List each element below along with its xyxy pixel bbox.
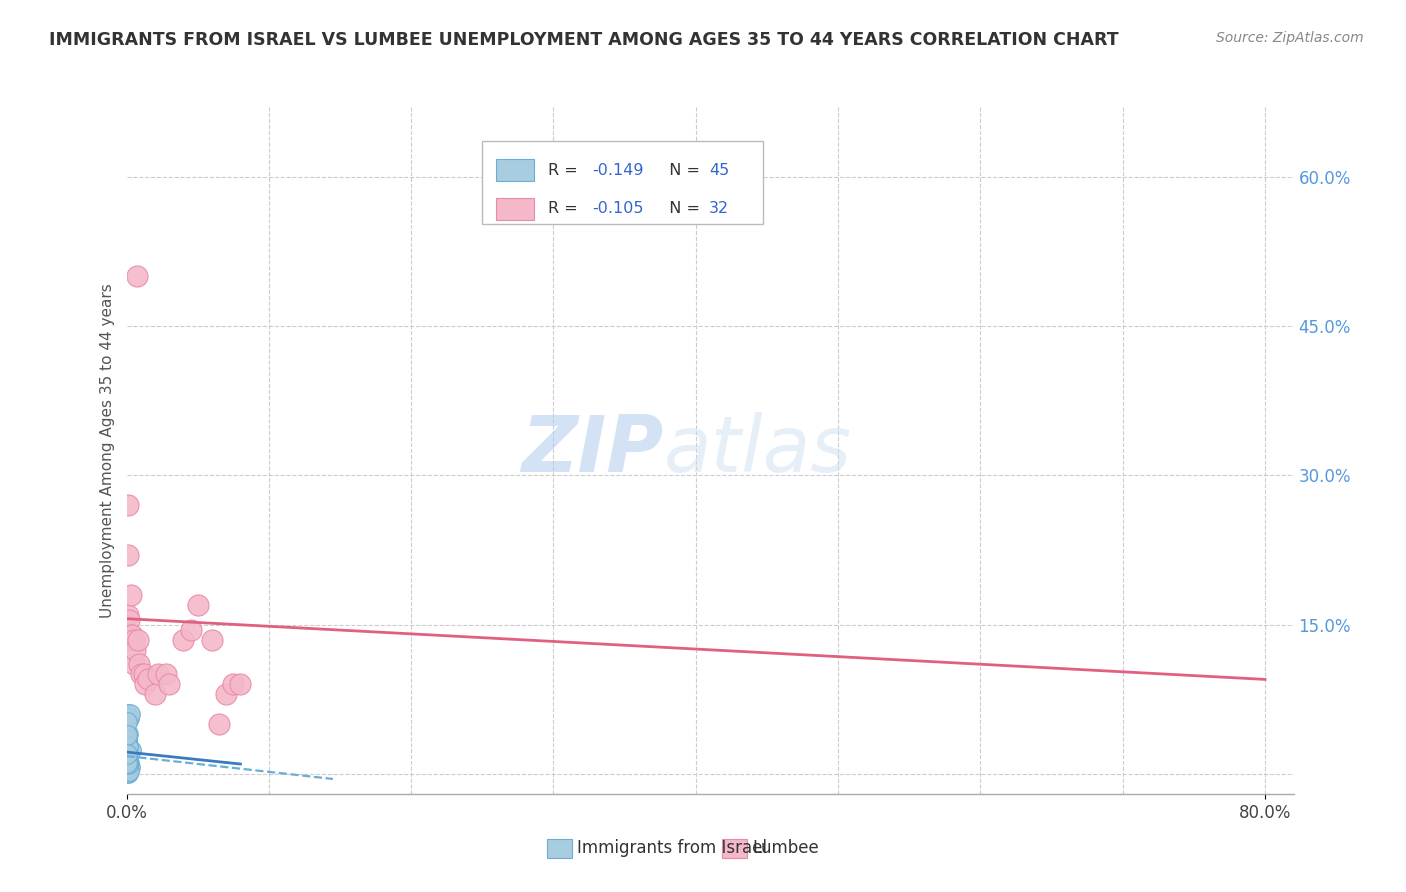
- Text: 32: 32: [709, 202, 728, 217]
- Bar: [496, 198, 534, 220]
- Text: Lumbee: Lumbee: [752, 839, 818, 857]
- Point: [115, 751, 138, 765]
- Point: [172, 632, 194, 647]
- Point: [208, 717, 231, 731]
- Point: [115, 754, 138, 768]
- Point: [115, 748, 138, 763]
- Point: [122, 657, 145, 672]
- FancyBboxPatch shape: [482, 141, 762, 224]
- Text: IMMIGRANTS FROM ISRAEL VS LUMBEE UNEMPLOYMENT AMONG AGES 35 TO 44 YEARS CORRELAT: IMMIGRANTS FROM ISRAEL VS LUMBEE UNEMPLO…: [49, 31, 1119, 49]
- Point: [157, 677, 180, 691]
- Point: [115, 755, 138, 769]
- Point: [121, 627, 143, 641]
- Point: [120, 627, 142, 641]
- Point: [118, 613, 141, 627]
- Text: -0.105: -0.105: [592, 202, 644, 217]
- Point: [117, 727, 139, 741]
- Text: 45: 45: [709, 162, 730, 178]
- Point: [127, 632, 149, 647]
- Bar: [547, 838, 572, 858]
- Point: [120, 588, 142, 602]
- Point: [115, 756, 138, 771]
- Point: [129, 667, 152, 681]
- Point: [115, 766, 138, 780]
- Point: [115, 747, 138, 761]
- Point: [115, 754, 138, 768]
- Point: [115, 746, 138, 760]
- Point: [118, 760, 141, 774]
- Point: [115, 745, 138, 759]
- Text: Source: ZipAtlas.com: Source: ZipAtlas.com: [1216, 31, 1364, 45]
- Point: [121, 632, 143, 647]
- Point: [117, 733, 139, 747]
- Point: [215, 687, 238, 701]
- Bar: [721, 838, 748, 858]
- Text: ZIP: ZIP: [522, 412, 664, 489]
- Point: [115, 761, 138, 775]
- Point: [120, 743, 142, 757]
- Point: [115, 754, 138, 768]
- Point: [229, 677, 252, 691]
- Point: [117, 607, 139, 622]
- Point: [117, 766, 139, 780]
- Point: [115, 728, 138, 742]
- Point: [118, 632, 141, 647]
- Text: R =: R =: [548, 202, 582, 217]
- Point: [128, 657, 150, 672]
- Point: [117, 756, 139, 770]
- Point: [117, 764, 139, 778]
- Point: [117, 760, 139, 774]
- Point: [117, 764, 139, 778]
- Point: [222, 677, 245, 691]
- Point: [132, 667, 155, 681]
- Point: [117, 762, 139, 776]
- Point: [146, 667, 169, 681]
- Point: [136, 673, 159, 687]
- Text: N =: N =: [658, 162, 704, 178]
- Point: [117, 757, 139, 772]
- Point: [118, 756, 141, 770]
- Text: N =: N =: [658, 202, 704, 217]
- Point: [125, 269, 148, 284]
- Point: [180, 623, 202, 637]
- Point: [124, 642, 146, 657]
- Text: Immigrants from Israel: Immigrants from Israel: [576, 839, 768, 857]
- Point: [115, 712, 138, 726]
- Point: [118, 711, 141, 725]
- Point: [143, 687, 166, 701]
- Point: [115, 714, 138, 729]
- Point: [122, 632, 145, 647]
- Point: [117, 760, 139, 774]
- Text: R =: R =: [548, 162, 582, 178]
- Point: [115, 739, 138, 753]
- Point: [117, 765, 139, 780]
- Y-axis label: Unemployment Among Ages 35 to 44 years: Unemployment Among Ages 35 to 44 years: [100, 283, 115, 618]
- Point: [118, 706, 141, 721]
- Point: [120, 632, 142, 647]
- Point: [117, 498, 139, 512]
- Point: [115, 707, 138, 722]
- Point: [117, 740, 139, 755]
- Point: [117, 764, 139, 779]
- Text: atlas: atlas: [664, 412, 851, 489]
- Point: [115, 759, 138, 773]
- Point: [117, 757, 139, 772]
- Bar: [496, 160, 534, 181]
- Point: [117, 548, 139, 562]
- Point: [155, 667, 177, 681]
- Point: [115, 756, 138, 770]
- Point: [134, 677, 156, 691]
- Point: [201, 632, 224, 647]
- Text: -0.149: -0.149: [592, 162, 644, 178]
- Point: [187, 598, 209, 612]
- Point: [117, 757, 139, 772]
- Point: [115, 747, 138, 761]
- Point: [117, 764, 139, 779]
- Point: [115, 734, 138, 748]
- Point: [117, 742, 139, 756]
- Point: [117, 739, 139, 754]
- Point: [117, 757, 139, 772]
